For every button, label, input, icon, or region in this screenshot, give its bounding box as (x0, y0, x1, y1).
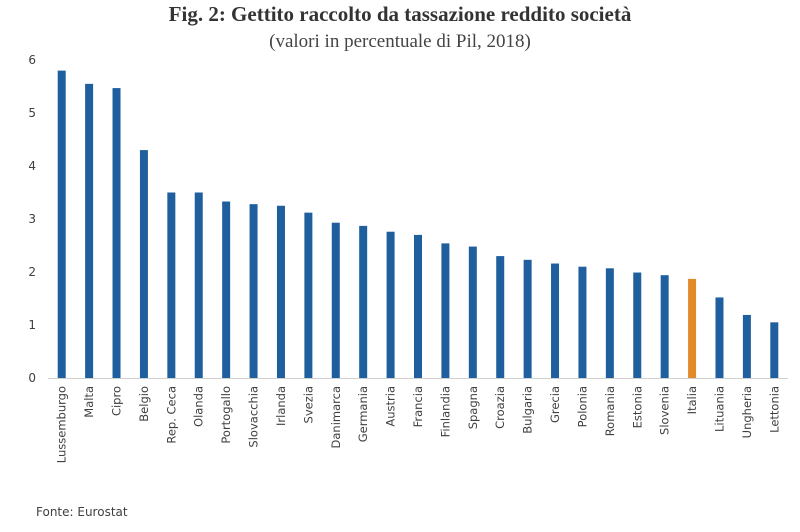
bar-austria (386, 231, 395, 378)
bar-malta (85, 83, 94, 378)
x-tick-label: Estonia (630, 386, 644, 428)
y-axis: 0 1 2 3 4 5 6 (28, 53, 36, 385)
y-tick-label: 3 (28, 212, 36, 226)
x-tick-label: Austria (384, 386, 398, 427)
bar-lussemburgo (57, 70, 66, 378)
bar-cipro (112, 88, 121, 378)
chart-title: Fig. 2: Gettito raccolto da tassazione r… (168, 2, 632, 26)
x-tick-label: Slovenia (658, 386, 672, 435)
bar-belgio (139, 150, 148, 378)
y-tick-label: 1 (28, 318, 36, 332)
source-note: Fonte: Eurostat (36, 505, 128, 519)
bar-slovenia (660, 275, 669, 378)
x-tick-label: Rep. Ceca (164, 386, 178, 444)
x-tick-label: Spagna (466, 386, 480, 429)
bar-portogallo (222, 201, 231, 378)
x-tick-label: Francia (411, 386, 425, 427)
bar-slovacchia (249, 204, 258, 378)
x-tick-label: Malta (82, 386, 96, 418)
bar-estonia (633, 272, 642, 378)
x-tick-label: Italia (685, 386, 699, 414)
y-tick-label: 4 (28, 159, 36, 173)
x-tick-label: Germania (356, 386, 370, 442)
x-tick-label: Olanda (192, 386, 206, 427)
x-tick-label: Romania (603, 386, 617, 436)
bar-danimarca (331, 222, 340, 378)
bar-rep-ceca (167, 192, 176, 378)
x-tick-label: Belgio (137, 386, 151, 422)
x-tick-label: Bulgaria (521, 386, 535, 434)
x-tick-label: Slovacchia (247, 386, 261, 448)
x-tick-label: Lettonia (767, 386, 781, 433)
x-tick-label: Portogallo (219, 386, 233, 444)
y-tick-label: 2 (28, 265, 36, 279)
x-tick-label: Cipro (110, 386, 124, 416)
bar-italia (688, 278, 697, 378)
y-tick-label: 5 (28, 106, 36, 120)
x-tick-label: Finlandia (438, 386, 452, 437)
x-tick-label: Irlanda (274, 386, 288, 426)
bar-grecia (551, 263, 560, 378)
bar-francia (414, 234, 422, 378)
bar-lituania (715, 297, 724, 378)
bar-spagna (468, 246, 477, 378)
bar-bulgaria (523, 259, 532, 378)
bar-finlandia (441, 243, 450, 378)
x-tick-label: Ungheria (740, 386, 754, 438)
x-tick-label: Polonia (575, 386, 589, 427)
bar-svezia (304, 212, 313, 378)
x-tick-label: Croazia (493, 386, 507, 429)
bar-chart: 0 1 2 3 4 5 6 Lussemburgo Malta Cipro Belgio Rep. … (28, 53, 788, 463)
bar-romania (605, 268, 614, 378)
x-tick-label: Lussemburgo (55, 386, 69, 463)
bar-olanda (194, 192, 203, 378)
bar-germania (359, 225, 368, 378)
x-axis: Lussemburgo Malta Cipro Belgio Rep. Ceca Olan… (48, 378, 788, 463)
bar-irlanda (276, 205, 285, 378)
bars (57, 70, 779, 378)
x-tick-label: Svezia (301, 386, 315, 423)
x-tick-label: Grecia (548, 386, 562, 423)
y-tick-label: 0 (28, 371, 36, 385)
chart-subtitle: (valori in percentuale di Pil, 2018) (269, 31, 531, 52)
y-tick-label: 6 (28, 53, 36, 67)
x-tick-label: Danimarca (329, 386, 343, 448)
bar-polonia (578, 266, 587, 378)
bar-lettonia (770, 322, 779, 378)
x-tick-label: Lituania (712, 386, 726, 432)
bar-ungheria (742, 314, 751, 378)
bar-croazia (496, 256, 505, 378)
